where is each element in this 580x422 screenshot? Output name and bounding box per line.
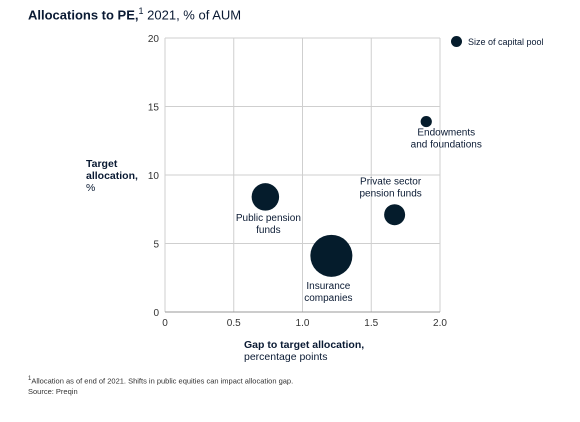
y-tick-label: 20: [148, 34, 160, 45]
bubble-label: Endowments: [417, 128, 475, 139]
x-tick-label: 1.5: [364, 318, 378, 329]
title-bold: Allocations to PE,: [28, 7, 139, 23]
bubble: [251, 183, 280, 211]
title-footnote-marker: 1: [138, 6, 144, 16]
y-tick-label: 0: [153, 308, 159, 319]
bubble: [310, 234, 353, 277]
legend-label: Size of capital pool: [468, 36, 544, 47]
y-tick-label: 5: [153, 240, 159, 251]
title-rest: 2021, % of AUM: [143, 7, 242, 23]
y-axis-label-line2: allocation,: [86, 170, 138, 182]
bubble: [384, 204, 406, 226]
bubble-label: Public pension: [236, 213, 301, 224]
bubble-label: companies: [304, 293, 352, 304]
bubble: [420, 115, 432, 128]
bubble-label: Private sector: [360, 177, 422, 188]
footnote: 1Allocation as of end of 2021. Shifts in…: [28, 374, 293, 397]
x-tick-label: 0: [162, 318, 168, 329]
y-tick-label: 15: [148, 103, 160, 114]
bubble-label: funds: [256, 225, 280, 236]
bubble-label: Insurance: [306, 281, 350, 292]
y-axis-label: Target allocation, %: [86, 158, 138, 194]
x-tick-label: 1.0: [296, 318, 310, 329]
y-tick-label: 10: [148, 171, 160, 182]
legend-bubble-icon: [451, 36, 462, 47]
x-tick-label: 2.0: [433, 318, 447, 329]
x-tick-label: 0.5: [227, 318, 241, 329]
bubble-label: pension funds: [359, 189, 421, 200]
x-axis-label-line1: Gap to target allocation,: [244, 339, 365, 351]
legend: Size of capital pool: [451, 36, 544, 47]
x-axis-label: Gap to target allocation, percentage poi…: [244, 339, 364, 363]
source-text: Source: Preqin: [28, 386, 78, 396]
footnote-marker: 1: [28, 376, 32, 382]
footnote-text: Allocation as of end of 2021. Shifts in …: [31, 376, 294, 386]
chart-title: Allocations to PE,1 2021, % of AUM: [28, 6, 241, 22]
x-axis-label-line2: percentage points: [244, 351, 328, 363]
y-axis-label-unit: %: [86, 182, 96, 194]
bubble-label: and foundations: [411, 140, 482, 151]
y-axis-label-line1: Target: [86, 158, 118, 170]
